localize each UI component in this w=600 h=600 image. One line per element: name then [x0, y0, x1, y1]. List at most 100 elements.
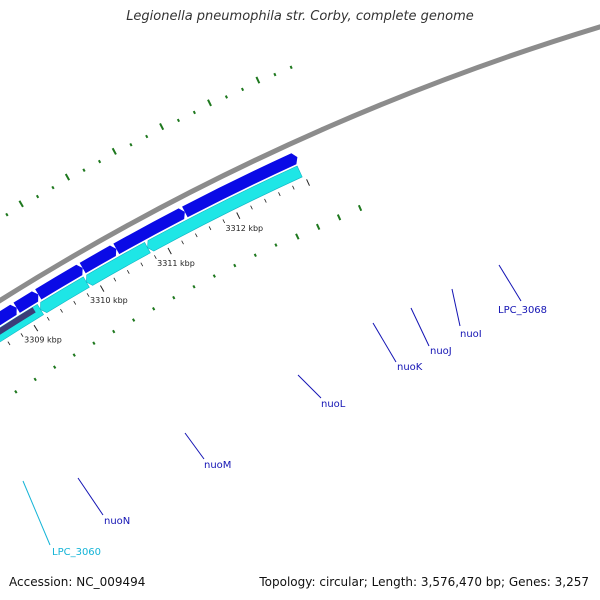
skew-dot — [240, 87, 245, 92]
gene-label-leader — [77, 477, 104, 516]
ruler-minor-tick — [181, 240, 184, 245]
skew-dot — [273, 72, 277, 77]
gene-label-leader — [184, 432, 205, 460]
ruler-minor-tick — [222, 219, 226, 224]
gene-label: nuoI — [460, 329, 482, 340]
skew-dot — [192, 110, 196, 115]
content-dot — [14, 390, 18, 394]
forward-strand-track — [0, 153, 298, 326]
ruler-major-tick — [99, 285, 105, 292]
gene-label: nuoM — [204, 460, 231, 471]
gene-label-leader — [372, 322, 397, 363]
ruler-minor-tick — [73, 300, 77, 305]
ruler-minor-tick — [113, 277, 117, 282]
skew-dot — [97, 159, 102, 164]
skew-dot — [176, 118, 181, 123]
ruler-tick-label: 3311 kbp — [157, 259, 195, 268]
skew-dot — [35, 194, 40, 199]
skew-dot — [82, 168, 86, 172]
forward-gene-segment — [0, 304, 17, 326]
ruler-ticks: 3305 kbp3306 kbp3307 kbp3308 kbp3309 kbp… — [7, 179, 310, 346]
content-dot — [112, 329, 116, 334]
gc-skew-dots — [5, 65, 363, 394]
skew-dot — [159, 123, 165, 131]
forward-gene-segment — [13, 291, 39, 313]
content-dot — [152, 306, 156, 311]
reverse-strand-track — [0, 165, 303, 343]
content-dot — [253, 253, 257, 258]
content-dot — [33, 377, 37, 382]
ruler-tick-label: 3312 kbp — [225, 224, 263, 233]
skew-dot — [111, 147, 117, 155]
content-dot — [132, 318, 136, 322]
ruler-minor-tick — [250, 205, 253, 210]
gene-label: LPC_3060 — [52, 547, 101, 558]
genome-summary-text: Topology: circular; Length: 3,576,470 bp… — [259, 575, 589, 589]
ruler-tick-label: 3310 kbp — [90, 296, 128, 305]
ruler-minor-tick — [60, 308, 63, 313]
gene-label: nuoN — [104, 516, 130, 527]
reverse-gene-segment — [147, 165, 303, 252]
skew-dot — [207, 99, 212, 107]
gene-label: nuoL — [321, 399, 346, 410]
content-dot — [357, 204, 363, 212]
skew-dot — [145, 134, 149, 139]
ruler-minor-tick — [208, 226, 212, 231]
annotation-labels: LPC_3060 nuoN nuoM nuoL nuoK nuoJ nuoI LPC_3068 — [22, 264, 547, 558]
content-dot — [295, 233, 300, 240]
content-dot — [274, 243, 278, 247]
ruler-minor-tick — [292, 185, 295, 190]
ruler-major-tick — [33, 324, 39, 332]
reverse-gene-segment — [40, 276, 90, 313]
skew-dot — [64, 173, 71, 181]
content-dot — [212, 274, 216, 278]
ruler-minor-tick — [264, 198, 267, 203]
gene-label: nuoJ — [430, 346, 452, 357]
ruler-minor-tick — [86, 293, 90, 297]
skew-dot — [255, 76, 261, 84]
gene-label-leader — [451, 288, 461, 327]
gene-label: nuoK — [397, 362, 423, 373]
content-dot — [92, 341, 96, 346]
ruler-major-tick — [167, 247, 172, 255]
ruler-minor-tick — [278, 192, 281, 197]
gene-label: LPC_3068 — [498, 305, 547, 316]
skew-dot — [224, 95, 228, 99]
ruler-minor-tick — [126, 270, 130, 274]
content-dot — [315, 223, 321, 230]
ruler-major-tick — [236, 212, 241, 220]
content-dot — [72, 353, 76, 357]
skew-dot — [289, 65, 293, 70]
skew-dot — [5, 212, 9, 217]
gene-label-leader — [297, 374, 322, 399]
gene-label-leader — [410, 307, 430, 347]
gene-label-leader — [498, 264, 522, 302]
accession-text: Accession: NC_009494 — [9, 575, 146, 589]
forward-gene-segment — [79, 245, 117, 274]
backbone-arc — [0, 24, 600, 304]
skew-dot — [18, 200, 24, 208]
skew-dot — [51, 185, 55, 190]
content-dot — [192, 284, 196, 289]
forward-gene-segment — [35, 264, 83, 300]
content-dot — [53, 365, 57, 369]
overlap-gene-segment — [0, 307, 36, 335]
ruler-minor-tick — [140, 262, 144, 267]
ruler-tick-label: 3309 kbp — [24, 336, 62, 345]
forward-gene-segment — [182, 153, 298, 218]
ruler-minor-tick — [7, 341, 11, 346]
content-dot — [336, 214, 342, 221]
skew-dot — [129, 142, 133, 147]
ruler-major-tick — [306, 179, 310, 186]
ruler-minor-tick — [20, 333, 24, 337]
gene-label-leader — [22, 480, 51, 546]
map-title: Legionella pneumophila str. Corby, compl… — [126, 9, 474, 24]
forward-gene-segment — [113, 208, 185, 255]
ruler-minor-tick — [154, 255, 157, 259]
reverse-gene-segment — [86, 241, 151, 286]
content-dot — [233, 263, 237, 268]
ruler-minor-tick — [46, 316, 50, 321]
ruler-minor-tick — [195, 233, 198, 238]
